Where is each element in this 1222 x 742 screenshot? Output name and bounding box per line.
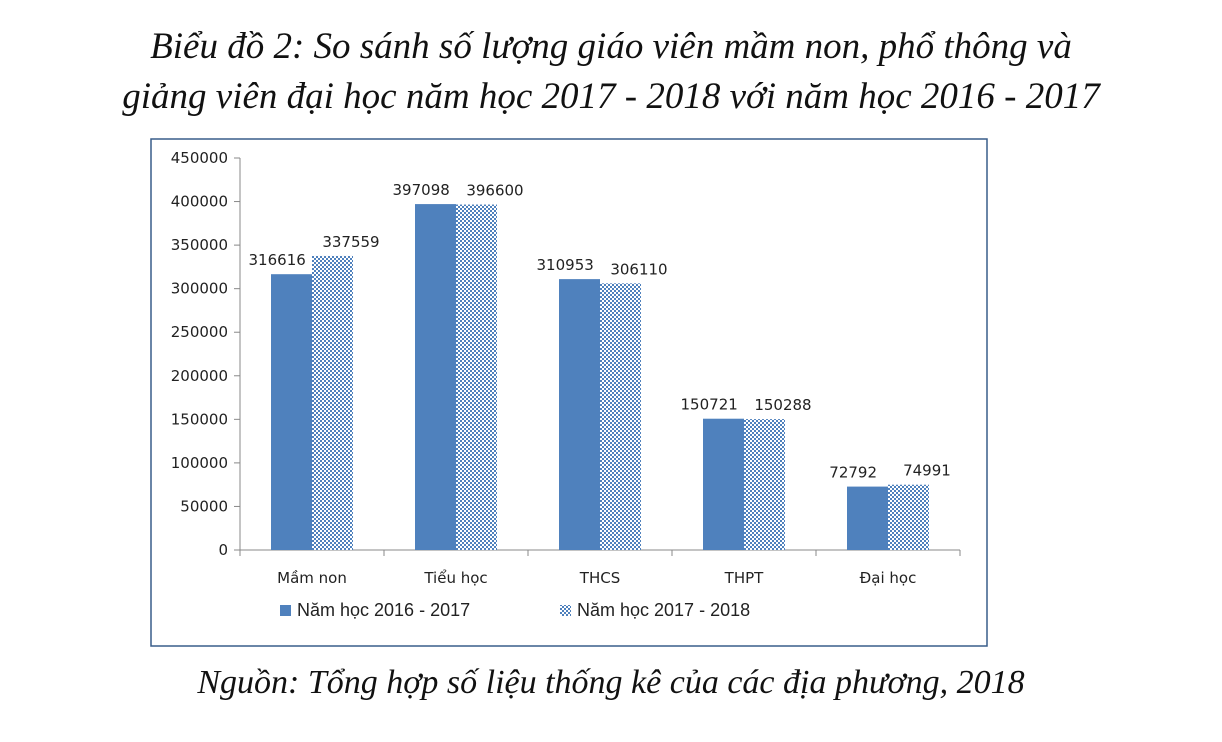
data-label: 150288: [754, 396, 811, 414]
data-label: 72792: [829, 464, 877, 482]
data-label: 397098: [393, 181, 450, 199]
data-label: 396600: [466, 182, 523, 200]
data-label: 74991: [903, 462, 951, 480]
bar-series-2: [600, 283, 641, 550]
y-tick-label: 0: [218, 541, 228, 559]
data-label: 316616: [249, 251, 306, 269]
bar-series-2: [312, 255, 353, 550]
chart-title-line-2: giảng viên đại học năm học 2017 - 2018 v…: [122, 76, 1100, 117]
x-tick-label: Tiểu học: [423, 569, 487, 587]
data-label: 306110: [610, 260, 667, 278]
legend: Năm học 2016 - 2017 Năm học 2017 - 2018: [280, 600, 750, 620]
legend-swatch-series-2: [560, 605, 571, 616]
y-tick-label: 50000: [180, 497, 228, 515]
bars: [271, 204, 929, 550]
x-tick-label: Đại học: [860, 569, 917, 587]
bar-series-1: [415, 204, 456, 550]
data-label: 337559: [322, 233, 379, 251]
y-tick-label: 150000: [171, 410, 228, 428]
bar-series-1: [559, 279, 600, 550]
axes: 0 50000 100000 150000 200000 250000 300000 3500…: [171, 149, 961, 587]
y-tick-label: 400000: [171, 193, 228, 211]
x-tick-label: Mầm non: [277, 569, 347, 587]
chart-title: Biểu đồ 2: So sánh số lượng giáo viên mầ…: [0, 22, 1222, 122]
y-tick-label: 300000: [171, 280, 228, 298]
bar-series-1: [703, 418, 744, 550]
bar-chart: 0 50000 100000 150000 200000 250000 300000 3500…: [150, 138, 988, 647]
data-label: 310953: [537, 256, 594, 274]
bar-series-1: [847, 486, 888, 550]
y-tick-label: 100000: [171, 454, 228, 472]
chart-title-line-1: Biểu đồ 2: So sánh số lượng giáo viên mầ…: [150, 26, 1072, 67]
legend-label: Năm học 2017 - 2018: [577, 600, 750, 620]
data-label: 150721: [681, 396, 738, 414]
bar-series-2: [744, 419, 785, 550]
bar-series-1: [271, 274, 312, 550]
x-tick-label: THCS: [579, 569, 620, 587]
y-tick-label: 450000: [171, 149, 228, 167]
legend-swatch-series-1: [280, 605, 291, 616]
bar-series-2: [888, 484, 929, 550]
bar-series-2: [456, 204, 497, 550]
data-labels: 316616 337559 397098 396600 310953 306110 1507…: [249, 181, 951, 482]
y-tick-label: 350000: [171, 236, 228, 254]
y-tick-label: 200000: [171, 367, 228, 385]
y-tick-label: 250000: [171, 323, 228, 341]
source-note: Nguồn: Tổng hợp số liệu thống kê của các…: [197, 664, 1025, 701]
legend-label: Năm học 2016 - 2017: [297, 600, 470, 620]
x-tick-label: THPT: [724, 569, 764, 587]
